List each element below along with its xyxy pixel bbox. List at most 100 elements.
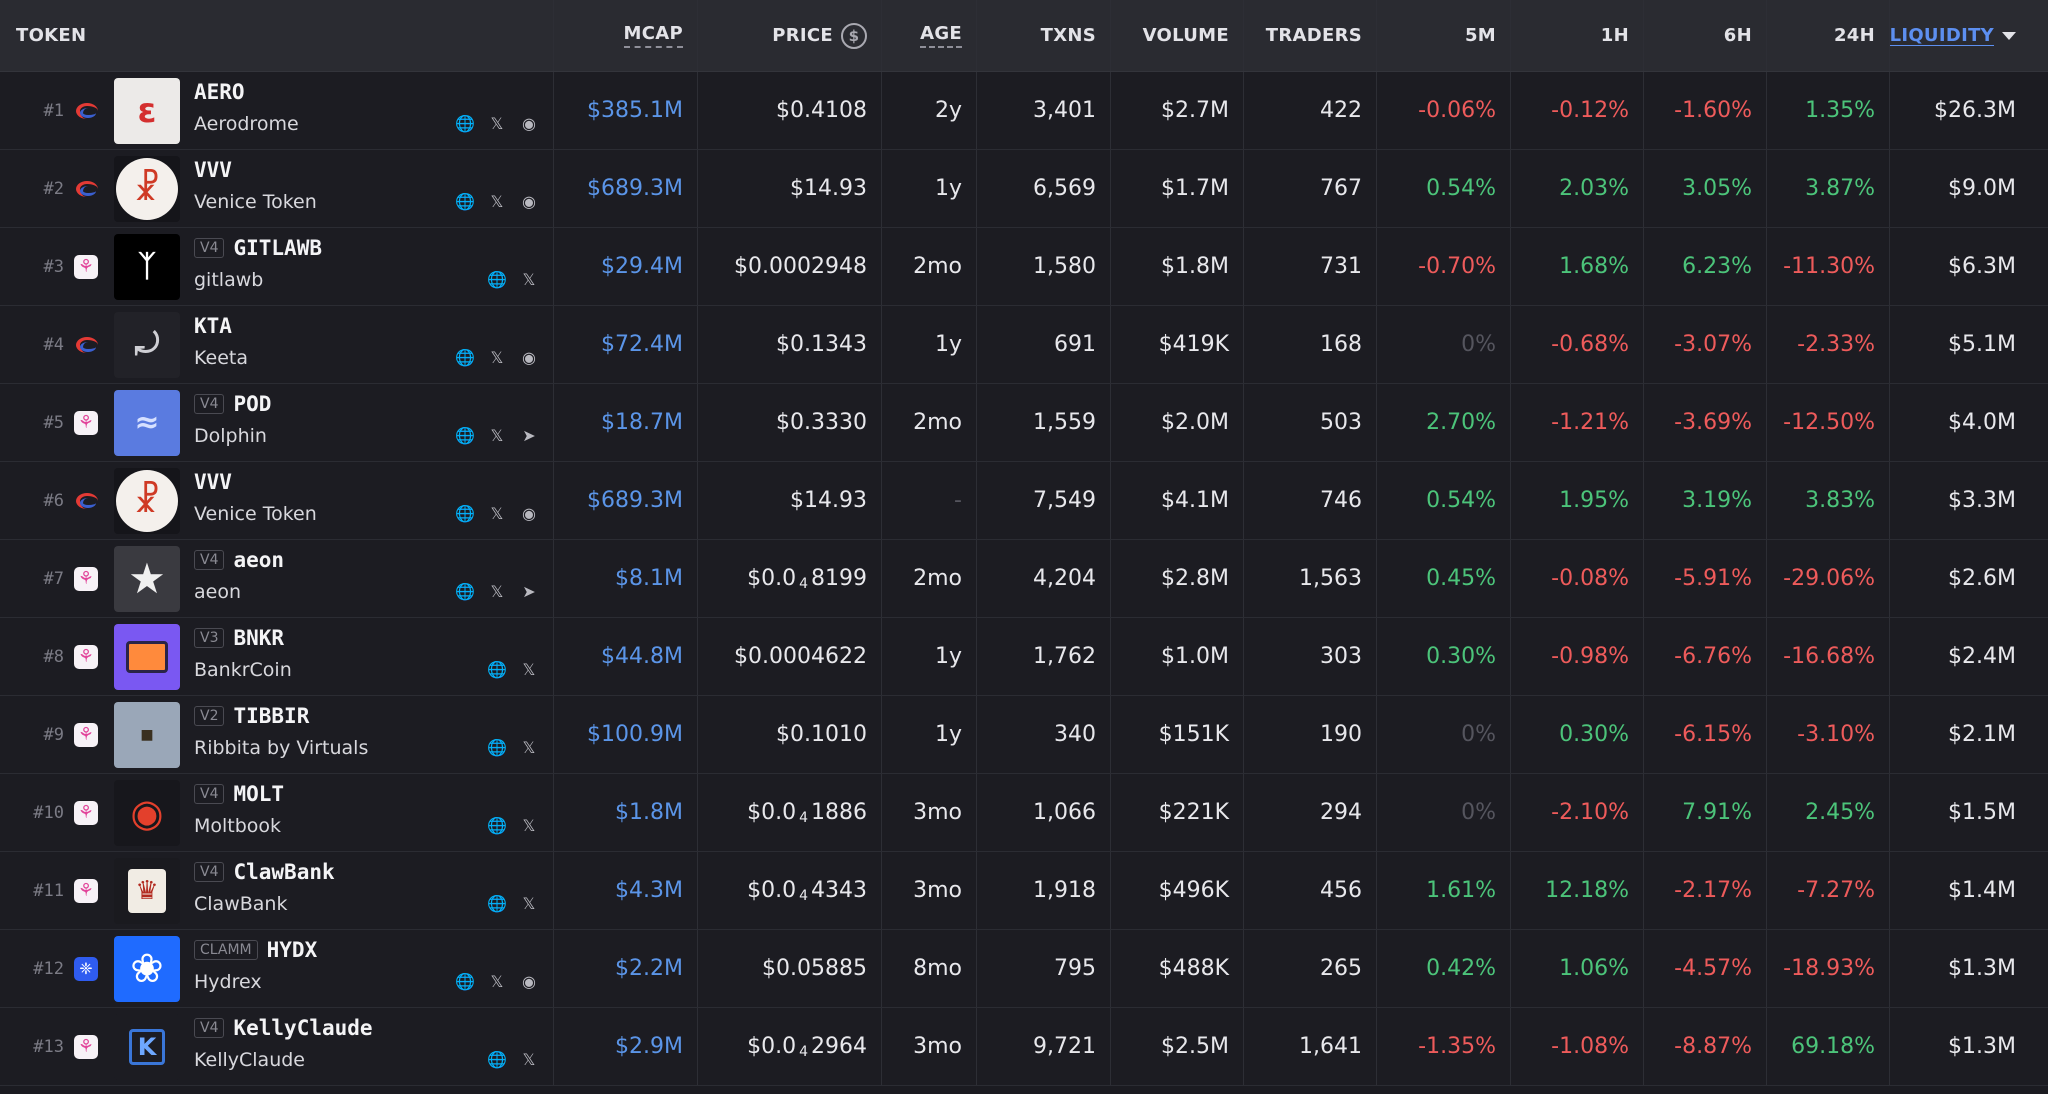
token-cell[interactable]: #6 ☧ VVV Venice Token 🌐 𝕏 ◉ — [0, 462, 554, 539]
table-row[interactable]: #2 ☧ VVV Venice Token 🌐 𝕏 ◉ $689.3M $14.93… — [0, 150, 2048, 228]
token-cell[interactable]: #9 ■ V2 TIBBIR Ribbita by Virtuals 🌐𝕏 — [0, 696, 554, 773]
globe-icon[interactable]: 🌐 — [455, 972, 475, 991]
globe-icon[interactable]: 🌐 — [487, 816, 507, 835]
volume-value: $1.8M — [1111, 228, 1244, 305]
token-cell[interactable]: #13 K V4 KellyClaude KellyClaude 🌐𝕏 — [0, 1008, 554, 1085]
header-txns[interactable]: TXNS — [977, 0, 1111, 71]
header-traders[interactable]: TRADERS — [1244, 0, 1377, 71]
token-cell[interactable]: #10 ◉ V4 MOLT Moltbook 🌐𝕏 — [0, 774, 554, 851]
header-mcap[interactable]: MCAP — [554, 0, 698, 71]
x-icon[interactable]: 𝕏 — [522, 660, 536, 679]
header-1h[interactable]: 1H — [1511, 0, 1644, 71]
header-token[interactable]: TOKEN — [0, 0, 554, 71]
header-6h[interactable]: 6H — [1644, 0, 1767, 71]
header-5m[interactable]: 5M — [1377, 0, 1511, 71]
globe-icon[interactable]: 🌐 — [487, 270, 507, 289]
token-name: Venice Token — [194, 191, 317, 213]
token-cell[interactable]: #1 ε AERO Aerodrome 🌐 𝕏 ◉ — [0, 72, 554, 149]
uniswap-chain-icon — [74, 722, 98, 747]
discord-icon[interactable]: ◉ — [522, 972, 536, 991]
x-icon[interactable]: 𝕏 — [490, 426, 504, 445]
token-logo: ⤾ — [114, 311, 180, 378]
pool-version-badge: V4 — [194, 862, 225, 882]
globe-icon[interactable]: 🌐 — [487, 1050, 507, 1069]
globe-icon[interactable]: 🌐 — [455, 426, 475, 445]
aerodrome-chain-icon — [74, 177, 98, 201]
pool-version-badge: V4 — [194, 784, 225, 804]
table-row[interactable]: #12 ❀ CLAMM HYDX Hydrex 🌐 𝕏 ◉ $2.2M $0.058… — [0, 930, 2048, 1008]
liquidity-value: $2.1M — [1948, 722, 2016, 747]
uniswap-chain-icon — [74, 566, 98, 591]
token-cell[interactable]: #5 ≈ V4 POD Dolphin 🌐 𝕏 ➤ — [0, 384, 554, 461]
table-row[interactable]: #6 ☧ VVV Venice Token 🌐 𝕏 ◉ $689.3M $14.93… — [0, 462, 2048, 540]
social-links: 🌐 𝕏 ◉ — [455, 348, 539, 368]
pool-version-badge: V4 — [194, 394, 225, 414]
table-row[interactable]: #9 ■ V2 TIBBIR Ribbita by Virtuals 🌐𝕏 $1… — [0, 696, 2048, 774]
globe-icon[interactable]: 🌐 — [487, 738, 507, 757]
table-row[interactable]: #10 ◉ V4 MOLT Moltbook 🌐𝕏 $1.8M $0.04188… — [0, 774, 2048, 852]
x-icon[interactable]: 𝕏 — [490, 972, 504, 991]
header-price[interactable]: PRICE $ — [698, 0, 882, 71]
rank: #3 — [43, 256, 64, 277]
globe-icon[interactable]: 🌐 — [455, 348, 475, 367]
liquidity-value: $6.3M — [1948, 254, 2016, 279]
token-cell[interactable]: #12 ❀ CLAMM HYDX Hydrex 🌐 𝕏 ◉ — [0, 930, 554, 1007]
txns-value: 795 — [977, 930, 1111, 1007]
token-logo: ◉ — [114, 779, 180, 846]
globe-icon[interactable]: 🌐 — [455, 114, 475, 133]
x-icon[interactable]: 𝕏 — [522, 1050, 536, 1069]
token-names: V4 ClawBank ClawBank 🌐 𝕏 — [194, 852, 553, 929]
token-cell[interactable]: #4 ⤾ KTA Keeta 🌐 𝕏 ◉ — [0, 306, 554, 383]
table-row[interactable]: #5 ≈ V4 POD Dolphin 🌐 𝕏 ➤ $18.7M $0.3330 2… — [0, 384, 2048, 462]
table-row[interactable]: #1 ε AERO Aerodrome 🌐 𝕏 ◉ $385.1M $0.4108 … — [0, 72, 2048, 150]
discord-icon[interactable]: ◉ — [522, 348, 536, 367]
token-cell[interactable]: #7 ★ V4 aeon aeon 🌐 𝕏 ➤ — [0, 540, 554, 617]
header-volume[interactable]: VOLUME — [1111, 0, 1244, 71]
age-value: - — [882, 462, 977, 539]
traders-value: 168 — [1244, 306, 1377, 383]
token-cell[interactable]: #2 ☧ VVV Venice Token 🌐 𝕏 ◉ — [0, 150, 554, 227]
x-icon[interactable]: 𝕏 — [490, 348, 504, 367]
x-icon[interactable]: 𝕏 — [490, 114, 504, 133]
table-row[interactable]: #4 ⤾ KTA Keeta 🌐 𝕏 ◉ $72.4M $0.1343 1y 691… — [0, 306, 2048, 384]
token-cell[interactable]: #8 V3 BNKR BankrCoin 🌐𝕏 — [0, 618, 554, 695]
age-value: 1y — [882, 306, 977, 383]
globe-icon[interactable]: 🌐 — [455, 582, 475, 601]
header-24h[interactable]: 24H — [1767, 0, 1890, 71]
telegram-icon[interactable]: ➤ — [522, 582, 536, 601]
header-age[interactable]: AGE — [882, 0, 977, 71]
change-1h: 1.68% — [1511, 228, 1644, 305]
discord-icon[interactable]: ◉ — [522, 114, 536, 133]
dollar-toggle-icon[interactable]: $ — [841, 22, 867, 49]
x-icon[interactable]: 𝕏 — [522, 270, 536, 289]
x-icon[interactable]: 𝕏 — [522, 894, 536, 913]
telegram-icon[interactable]: ➤ — [522, 426, 536, 445]
social-links: 🌐 𝕏 ➤ — [455, 582, 539, 602]
liquidity-value: $26.3M — [1934, 98, 2016, 123]
table-row[interactable]: #13 K V4 KellyClaude KellyClaude 🌐𝕏 $2.9… — [0, 1008, 2048, 1086]
table-row[interactable]: #3 ᛉ V4 GITLAWB gitlawb 🌐𝕏 $29.4M $0.000… — [0, 228, 2048, 306]
token-symbol: VVV — [194, 470, 232, 494]
x-icon[interactable]: 𝕏 — [522, 738, 536, 757]
x-icon[interactable]: 𝕏 — [490, 192, 504, 211]
globe-icon[interactable]: 🌐 — [455, 504, 475, 523]
header-liquidity[interactable]: LIQUIDITY — [1890, 0, 2028, 71]
token-name: ClawBank — [194, 893, 288, 915]
token-cell[interactable]: #11 ♛ V4 ClawBank ClawBank 🌐𝕏 — [0, 852, 554, 929]
globe-icon[interactable]: 🌐 — [455, 192, 475, 211]
x-icon[interactable]: 𝕏 — [490, 582, 504, 601]
table-row[interactable]: #11 ♛ V4 ClawBank ClawBank 🌐𝕏 $4.3M $0.0… — [0, 852, 2048, 930]
discord-icon[interactable]: ◉ — [522, 192, 536, 211]
token-names: CLAMM HYDX Hydrex 🌐 𝕏 ◉ — [194, 930, 553, 1007]
change-1h: 1.06% — [1511, 930, 1644, 1007]
table-row[interactable]: #8 V3 BNKR BankrCoin 🌐𝕏 $44.8M $0.000462… — [0, 618, 2048, 696]
globe-icon[interactable]: 🌐 — [487, 894, 507, 913]
aerodrome-chain-icon — [74, 489, 98, 513]
x-icon[interactable]: 𝕏 — [490, 504, 504, 523]
x-icon[interactable]: 𝕏 — [522, 816, 536, 835]
globe-icon[interactable]: 🌐 — [487, 660, 507, 679]
discord-icon[interactable]: ◉ — [522, 504, 536, 523]
price-value: $0.1010 — [698, 696, 882, 773]
token-cell[interactable]: #3 ᛉ V4 GITLAWB gitlawb 🌐𝕏 — [0, 228, 554, 305]
